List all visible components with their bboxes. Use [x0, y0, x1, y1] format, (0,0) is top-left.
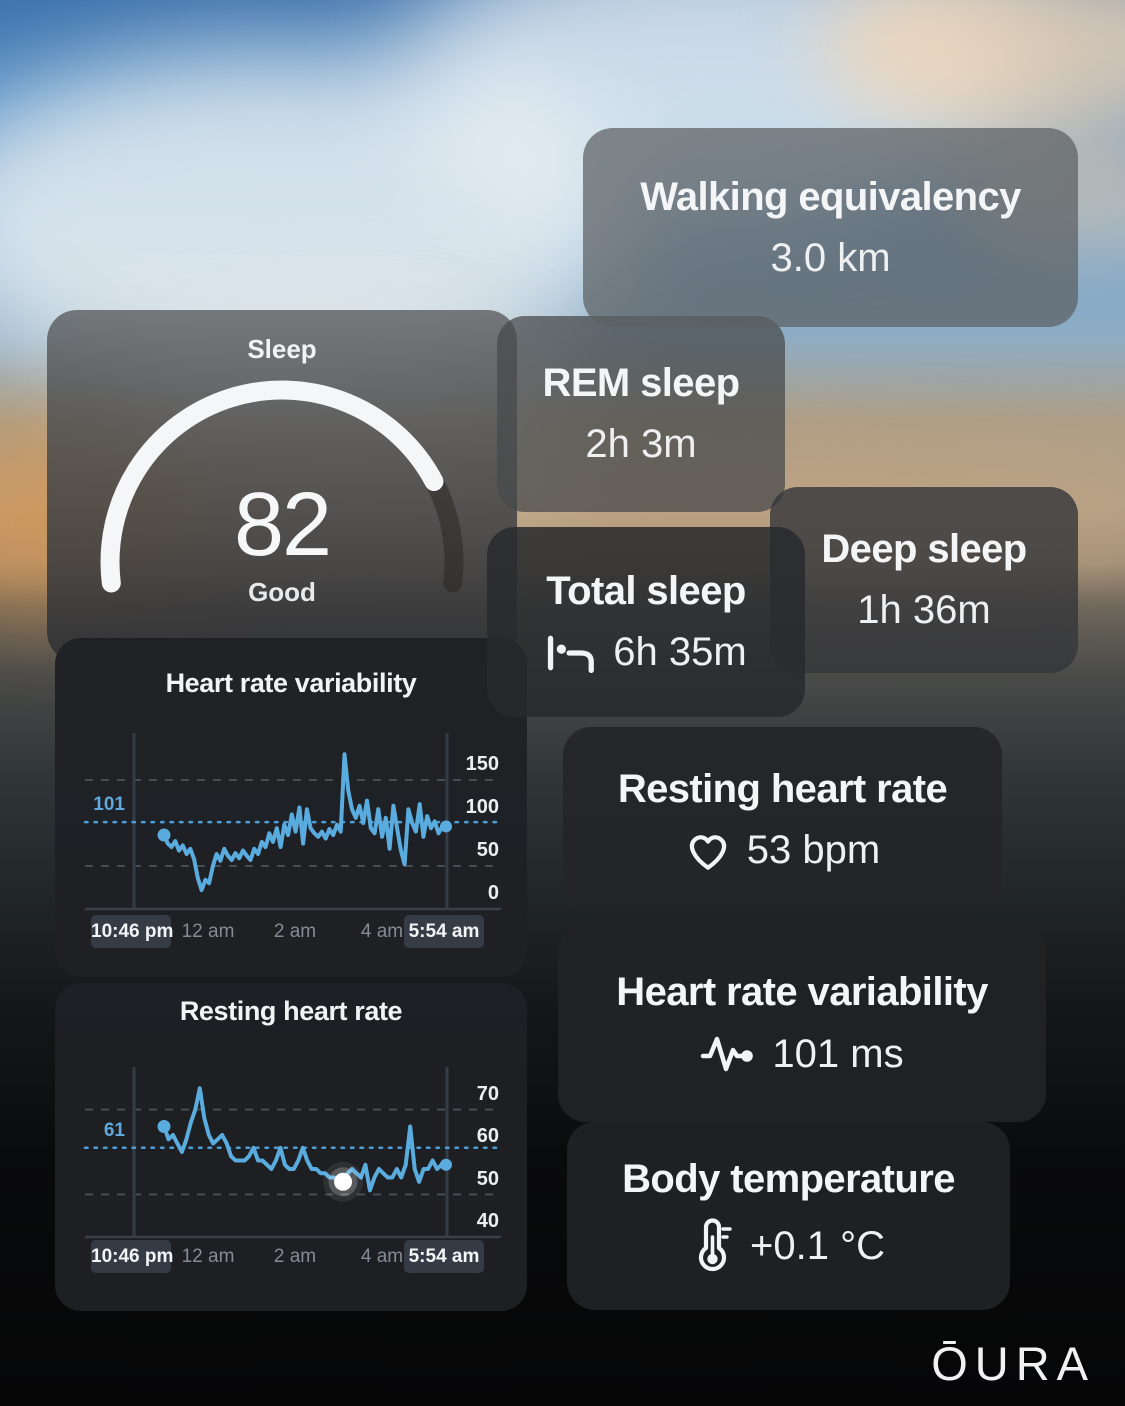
walking-equivalency-card: Walking equivalency 3.0 km [583, 128, 1078, 327]
sleep-score-title: Sleep [247, 334, 317, 364]
y-axis-tick-label: 150 [465, 753, 499, 775]
x-axis-tick-label: 2 am [273, 921, 317, 942]
bed-icon [548, 635, 595, 673]
pulse-icon [701, 1036, 754, 1072]
hrv-chart-title: Heart rate variability [165, 668, 417, 698]
deep-sleep-value: 1h 36m [857, 588, 991, 632]
rem-sleep-value: 2h 3m [585, 422, 697, 466]
body-temperature-card: Body temperature +0.1 °C [567, 1122, 1010, 1310]
sleep-score-card: Sleep 82 Good [47, 310, 517, 662]
y-axis-tick-label: 0 [487, 882, 499, 904]
resting-heart-rate-value: 53 bpm [746, 828, 881, 872]
total-sleep-card: Total sleep 6h 35m [487, 527, 805, 717]
x-axis-tick-label: 4 am [360, 1246, 404, 1267]
hrv-stat-card: Heart rate variability 101 ms [558, 925, 1046, 1122]
x-axis-tick-label: 12 am [181, 1246, 235, 1267]
oura-logo: ŌURA [931, 1337, 1095, 1390]
rhr-chart-card: Resting heart rate 70 60 50 40 61 10:46 pm 12 … [55, 983, 527, 1311]
x-axis-tick-label: 5:54 am [404, 915, 484, 948]
body-temperature-title: Body temperature [622, 1156, 955, 1201]
x-axis-tick-label: 12 am [181, 921, 235, 942]
rhr-chart-title: Resting heart rate [179, 996, 403, 1026]
total-sleep-value: 6h 35m [613, 630, 747, 674]
walking-equivalency-value: 3.0 km [770, 235, 891, 280]
total-sleep-title: Total sleep [546, 569, 746, 613]
heart-icon [689, 834, 726, 870]
hrv-chart [83, 733, 503, 911]
rhr-chart [83, 1067, 503, 1239]
body-temperature-value: +0.1 °C [750, 1224, 885, 1268]
y-axis-tick-label: 40 [476, 1210, 499, 1232]
thermometer-icon [698, 1217, 732, 1271]
y-axis-tick-label: 50 [476, 839, 499, 861]
average-value-label: 61 [103, 1119, 125, 1141]
y-axis-tick-label: 100 [465, 796, 499, 818]
y-axis-tick-label: 70 [476, 1082, 499, 1105]
sleep-score-label: Good [248, 577, 316, 607]
x-axis-tick-label: 5:54 am [404, 1240, 484, 1273]
sleep-score-gauge [100, 380, 464, 593]
x-axis-tick-label: 10:46 pm [91, 915, 173, 948]
x-axis-tick-label: 2 am [273, 1246, 317, 1267]
deep-sleep-card: Deep sleep 1h 36m [770, 487, 1078, 673]
rem-sleep-title: REM sleep [542, 361, 740, 405]
walking-equivalency-title: Walking equivalency [640, 174, 1021, 219]
x-axis-tick-label: 10:46 pm [91, 1240, 173, 1273]
y-axis-tick-label: 60 [476, 1125, 499, 1147]
y-axis-tick-label: 50 [476, 1167, 499, 1190]
hrv-stat-title: Heart rate variability [616, 970, 988, 1014]
hrv-chart-card: Heart rate variability 150 100 50 0 101 10:46… [55, 638, 527, 977]
rem-sleep-card: REM sleep 2h 3m [497, 316, 785, 512]
hrv-stat-value: 101 ms [772, 1031, 904, 1076]
resting-heart-rate-card: Resting heart rate 53 bpm [563, 727, 1002, 913]
average-value-label: 101 [93, 794, 125, 816]
x-axis-tick-label: 4 am [360, 921, 404, 942]
sleep-score-value: 82 [233, 475, 332, 575]
resting-heart-rate-title: Resting heart rate [617, 767, 948, 811]
deep-sleep-title: Deep sleep [821, 527, 1027, 571]
